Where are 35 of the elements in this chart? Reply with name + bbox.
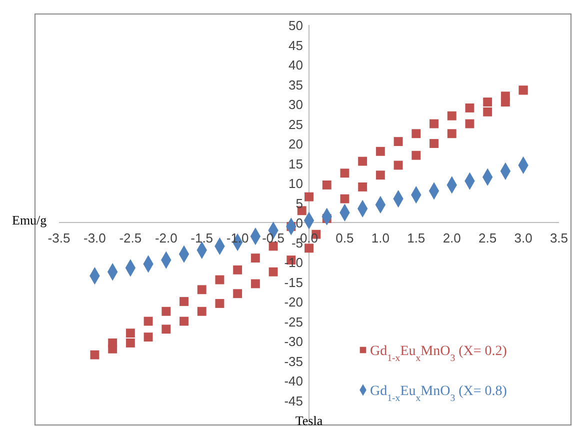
y-tick-label: 40 [288, 58, 303, 72]
x-tick-label: 3.5 [550, 230, 568, 246]
x-tick-label: 3.0 [514, 230, 532, 246]
y-tick-label: -15 [284, 274, 303, 290]
y-tick-label: -35 [284, 354, 303, 369]
y-tick-label: -10 [284, 255, 303, 270]
y-tick-label: -25 [284, 314, 303, 330]
y-tick-label: 20 [288, 136, 303, 152]
x-tick-label: 0.5 [336, 230, 354, 246]
y-tick-label: 15 [288, 156, 303, 172]
x-tick-label: -1.5 [190, 230, 214, 246]
y-tick-label: 30 [288, 97, 303, 112]
y-tick-label: 0 [296, 216, 303, 230]
x-tick-label: -0.5 [262, 230, 284, 246]
x-tick-label: 2.5 [478, 230, 497, 246]
x-tick-label: 2.0 [442, 230, 461, 246]
y-tick-label: 50 [288, 18, 303, 33]
y-tick-label: 10 [288, 176, 303, 191]
y-tick-label: -30 [284, 334, 303, 349]
x-tick-label: -2.0 [154, 230, 178, 246]
y-tick-label: 25 [288, 116, 303, 132]
y-tick-label: -45 [284, 393, 303, 408]
x-tick-label: 1.0 [371, 230, 390, 246]
x-tick-label: -2.5 [119, 230, 142, 246]
y-tick-label: -20 [284, 294, 303, 310]
y-tick-label: -40 [284, 374, 303, 388]
x-axis-title: Tesla [295, 413, 323, 427]
y-axis-title: Emu/g [12, 212, 48, 228]
legend-label: Gd$_{1-x}$Eu$_{x}$MnO$_{3}$ (X= 0.2) [370, 344, 508, 364]
x-tick-label: -3.5 [48, 230, 70, 246]
y-tick-label: 35 [288, 77, 303, 92]
x-tick-label: 1.5 [407, 230, 426, 246]
y-tick-label: 45 [288, 38, 303, 53]
x-tick-label: -3.0 [84, 230, 106, 246]
legend-label: Gd$_{1-x}$Eu$_{x}$MnO$_{3}$ (X= 0.8) [370, 384, 508, 404]
